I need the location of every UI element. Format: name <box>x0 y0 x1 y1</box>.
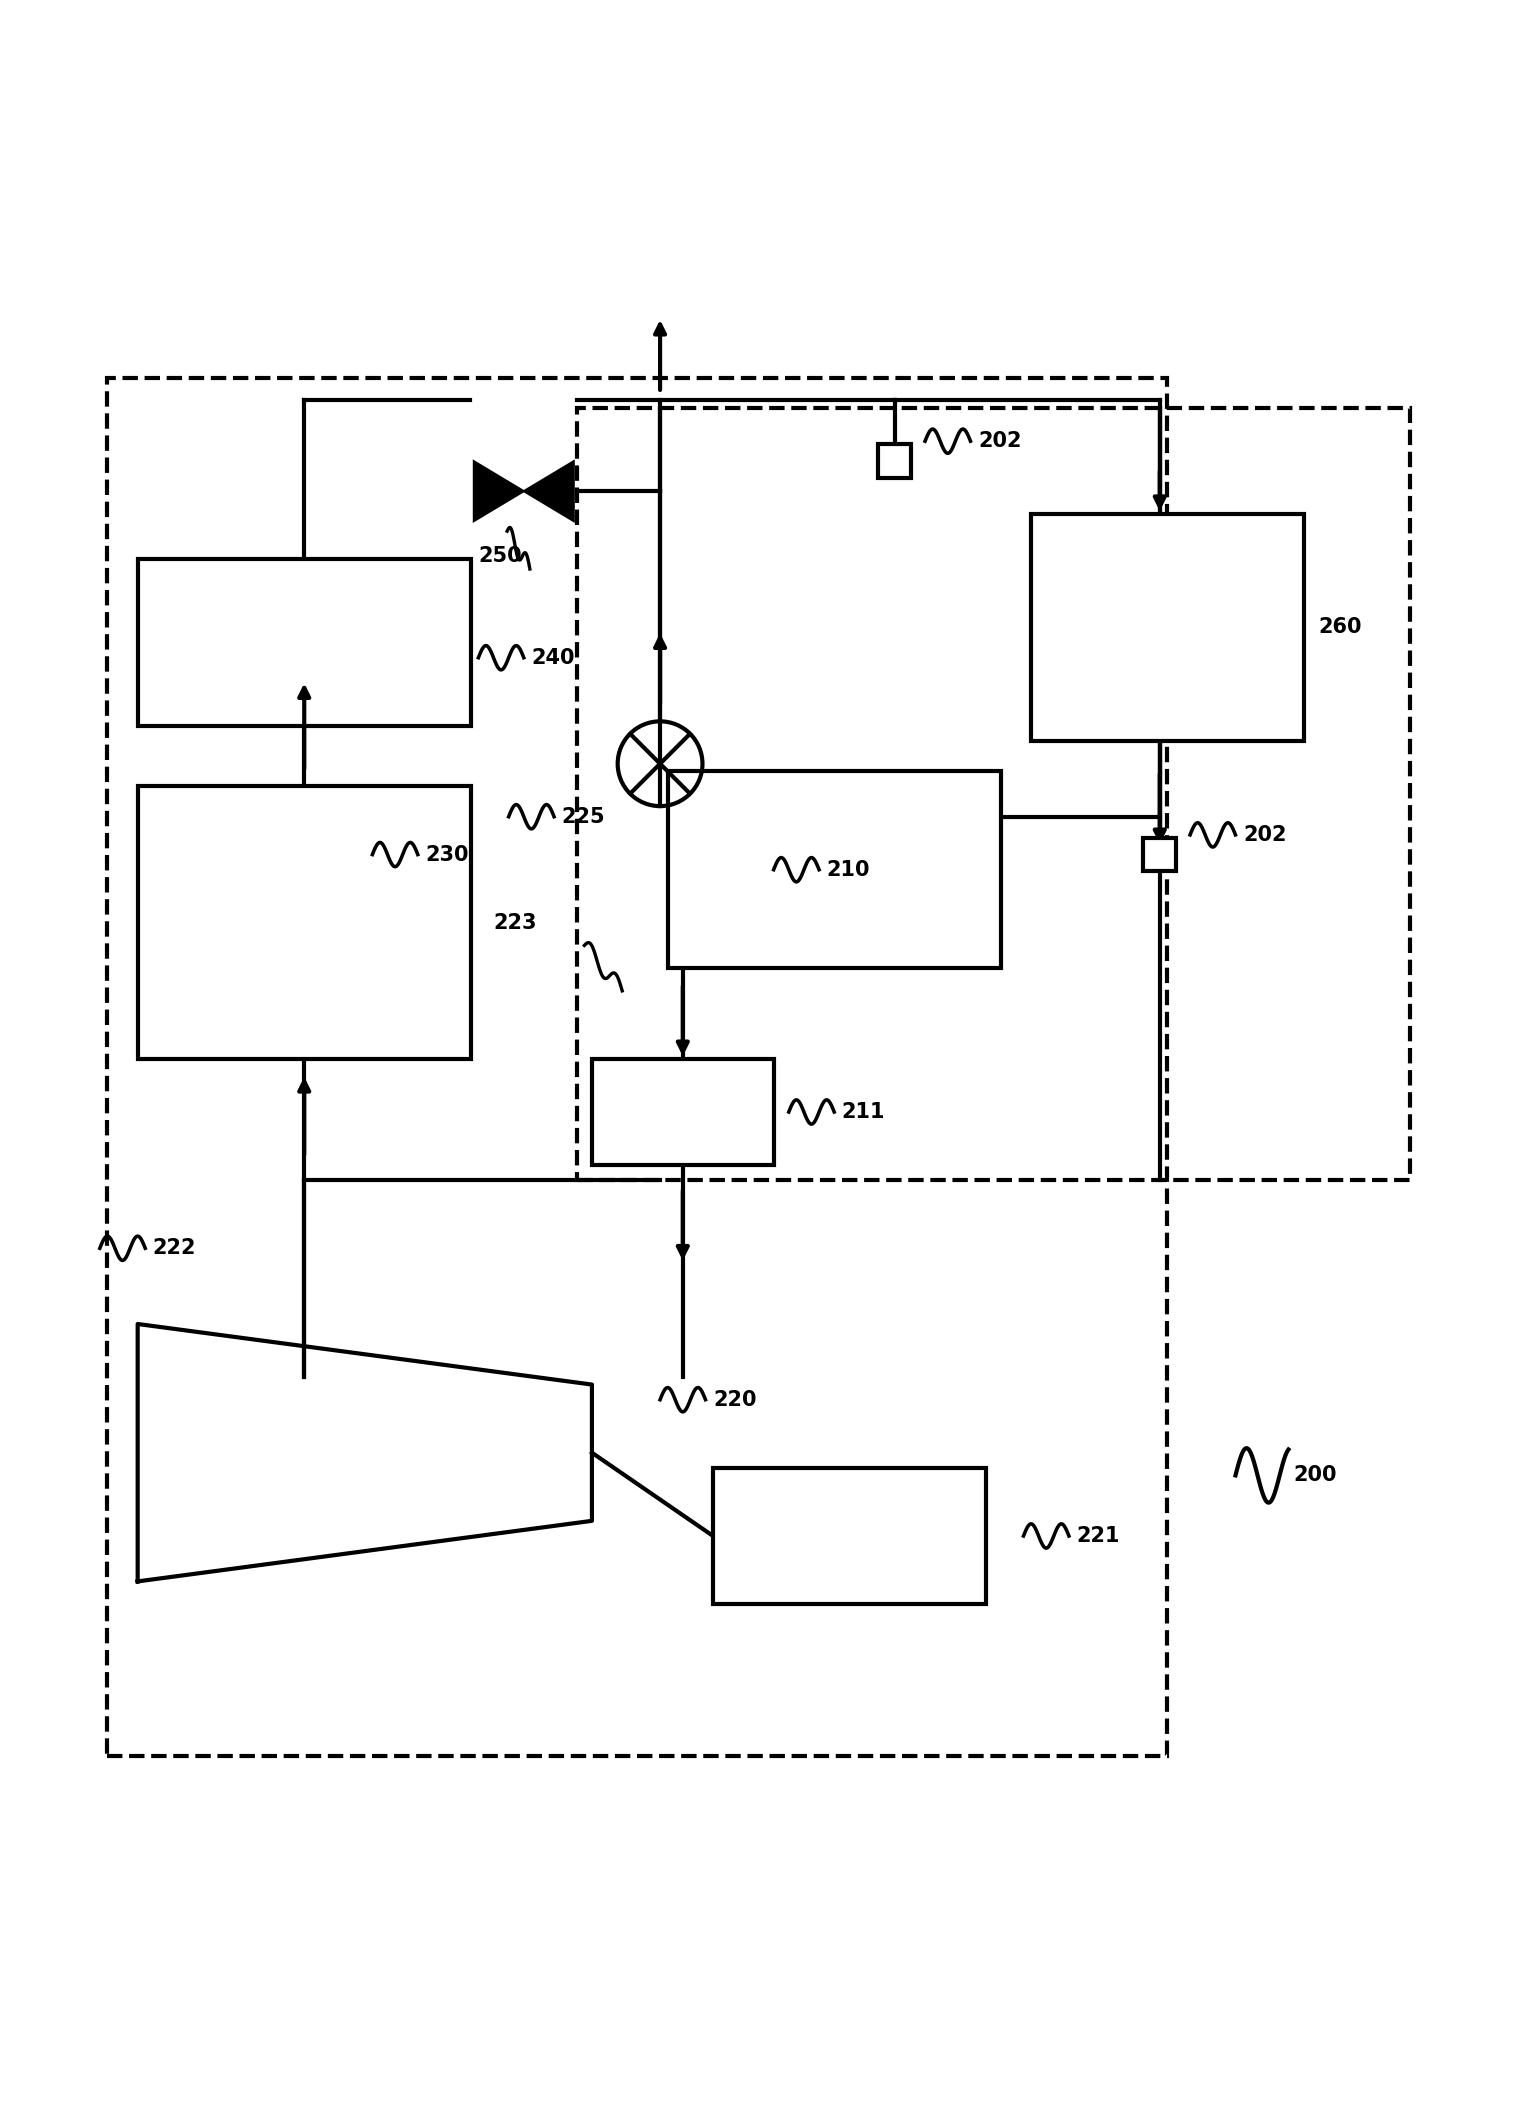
Bar <box>138 786 470 1059</box>
Bar <box>1144 839 1176 870</box>
Bar <box>138 559 470 726</box>
Text: 202: 202 <box>1242 824 1286 845</box>
Text: 230: 230 <box>425 845 469 864</box>
Bar <box>576 409 1409 1180</box>
Text: 220: 220 <box>713 1389 757 1411</box>
Polygon shape <box>473 462 523 521</box>
Bar <box>108 377 1168 1756</box>
Polygon shape <box>138 1324 592 1582</box>
Bar <box>1032 515 1303 741</box>
Text: 200: 200 <box>1292 1466 1336 1485</box>
Bar <box>592 1059 774 1165</box>
Text: 222: 222 <box>153 1239 196 1258</box>
Bar <box>667 771 1001 968</box>
Text: 211: 211 <box>842 1101 886 1123</box>
Text: 240: 240 <box>531 648 575 667</box>
Text: 225: 225 <box>561 807 605 826</box>
Text: 223: 223 <box>493 913 537 932</box>
Text: 250: 250 <box>478 546 522 566</box>
Text: 221: 221 <box>1077 1525 1120 1546</box>
Text: 202: 202 <box>978 432 1021 451</box>
Text: 210: 210 <box>827 860 871 879</box>
Bar <box>878 445 912 477</box>
Text: 260: 260 <box>1318 618 1362 638</box>
Bar <box>713 1468 986 1603</box>
Polygon shape <box>523 462 573 521</box>
